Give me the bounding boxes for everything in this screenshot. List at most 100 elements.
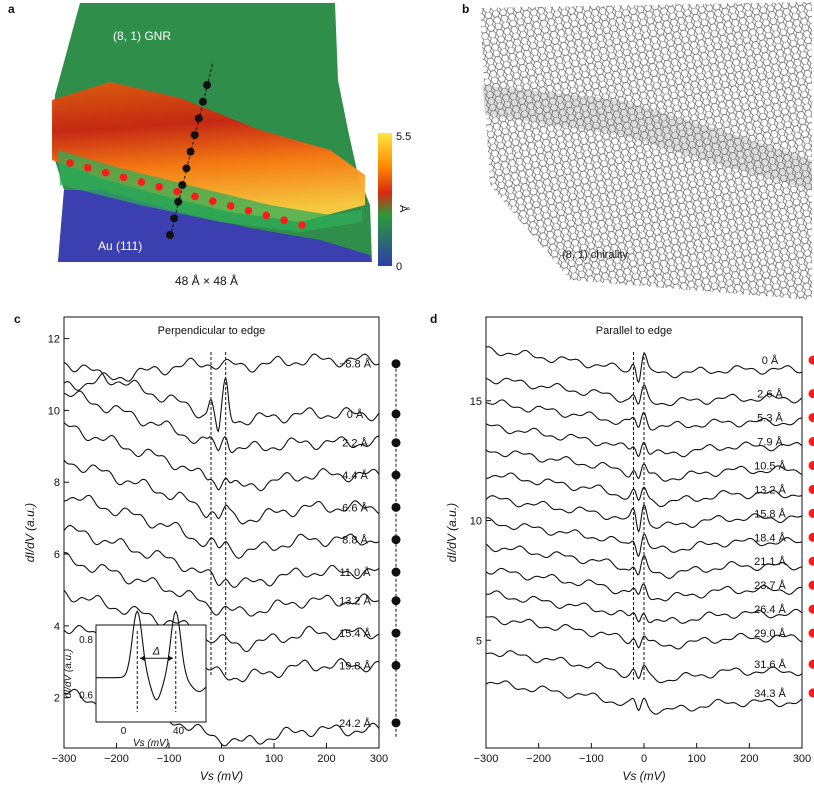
spectrum-label: 5.3 Å — [757, 412, 783, 425]
spectrum-line — [63, 589, 380, 653]
parallel-dot — [208, 197, 217, 205]
position-marker — [391, 502, 401, 512]
parallel-dot — [155, 183, 164, 191]
spectrum-line — [485, 495, 803, 534]
parallel-dot — [119, 173, 128, 182]
spectrum-series: 4.4 Å — [63, 422, 401, 492]
x-tick-label: −300 — [474, 753, 499, 765]
x-tick-label: 200 — [740, 753, 758, 765]
inset-frame — [95, 624, 207, 723]
spectrum-label: 15.4 Å — [339, 627, 371, 640]
chart-title: Perpendicular to edge — [158, 325, 266, 337]
parallel-dot — [137, 178, 146, 186]
spectrum-line — [63, 459, 380, 525]
y-tick-label: 2 — [54, 693, 60, 705]
spectrum-line — [485, 399, 803, 431]
spectrum-series: 6.6 Å — [63, 459, 401, 525]
spectrum-label: 24.2 Å — [339, 717, 371, 730]
spectrum-series: 31.6 Å — [486, 650, 814, 684]
spectrum-label: 31.6 Å — [754, 658, 786, 671]
spectrum-series: 34.3 Å — [485, 680, 814, 715]
position-marker — [808, 413, 814, 423]
spectrum-label: 29.0 Å — [754, 627, 786, 640]
spectrum-series: 0 Å — [63, 361, 401, 433]
parallel-dot — [262, 211, 271, 220]
spectrum-label: 7.9 Å — [757, 436, 783, 449]
x-tick-label: −200 — [526, 753, 551, 765]
inset-y-tick-label: 0.8 — [79, 635, 93, 646]
x-tick-label: 0 — [218, 753, 224, 765]
perpendicular-dot — [170, 214, 179, 223]
inset-x-tick-label: 40 — [173, 726, 185, 737]
parallel-dot — [173, 187, 181, 196]
perpendicular-dot — [182, 164, 191, 173]
colorbar-unit: Å — [397, 205, 410, 213]
spectrum-series: 23.7 Å — [485, 567, 814, 602]
position-marker — [391, 628, 401, 638]
spectrum-line — [485, 449, 803, 482]
ribbon-strip — [482, 85, 812, 190]
spectrum-series: −8.8 Å — [63, 353, 401, 391]
spectrum-label: 8.8 Å — [342, 534, 368, 547]
position-marker — [808, 556, 814, 566]
perpendicular-dot — [203, 81, 211, 89]
inset-x-label: Vs (mV) — [133, 738, 169, 749]
x-tick-label: 100 — [265, 753, 283, 765]
spectrum-label: 6.6 Å — [342, 501, 368, 514]
spectrum-line — [485, 680, 803, 715]
perpendicular-dots — [166, 81, 211, 239]
chart-title: Parallel to edge — [596, 325, 672, 337]
spectrum-label: 0 Å — [347, 408, 364, 421]
au-label: Au (111) — [98, 239, 142, 253]
spectrum-line — [63, 422, 380, 492]
inset-spectrum-line — [96, 610, 207, 701]
colorbar-min-label: 0 — [396, 261, 402, 273]
chart-perpendicular: −300 −200 −100 0 100 200 300 2 4 6 8 10 12 Perpendicu… — [23, 316, 401, 783]
spectrum-line — [485, 377, 803, 407]
perpendicular-dot — [166, 231, 174, 239]
position-marker — [808, 628, 814, 638]
parallel-dot — [84, 163, 92, 172]
spectrum-line — [63, 552, 380, 617]
perpendicular-dot — [198, 97, 207, 106]
spectrum-label: 13.2 Å — [754, 483, 786, 496]
spectrum-line — [485, 567, 803, 602]
y-tick-label: 10 — [48, 405, 60, 417]
spectrum-series: 10.5 Å — [485, 449, 814, 482]
spectrum-series: 29.0 Å — [485, 616, 814, 650]
inset-y-tick-label: 0.6 — [79, 690, 93, 701]
position-marker — [808, 659, 814, 669]
spectrum-series: 11.0 Å — [63, 524, 401, 588]
spectrum-line — [486, 650, 803, 684]
perpendicular-dot — [186, 147, 195, 156]
position-marker — [808, 484, 814, 494]
spectrum-line — [485, 346, 803, 384]
spectrum-series: 13.2 Å — [63, 552, 401, 617]
spectrum-label: 15.8 Å — [754, 507, 786, 520]
spectrum-series: 0 Å — [485, 346, 814, 384]
perpendicular-dot — [190, 131, 199, 139]
position-marker — [808, 580, 814, 590]
inset-x-tick-label: 0 — [121, 726, 127, 737]
gnr-ribbon — [52, 82, 365, 222]
colorbar-max-label: 5.5 — [396, 131, 411, 143]
spectrum-label: 19.8 Å — [339, 659, 371, 672]
spectrum-label: 2.2 Å — [342, 437, 368, 450]
panel-letter-a: a — [8, 2, 15, 16]
spectrum-line — [485, 423, 803, 458]
spectrum-line — [486, 472, 803, 508]
x-axis-label: Vs (mV) — [200, 769, 243, 783]
position-marker — [391, 567, 401, 577]
x-tick-label: −300 — [52, 753, 77, 765]
inset-delta-label: Δ — [152, 645, 160, 657]
spectrum-series: 26.4 Å — [485, 590, 814, 624]
spectrum-series: 7.9 Å — [485, 423, 814, 458]
x-tick-label: 100 — [687, 753, 705, 765]
spectrum-series: 5.3 Å — [485, 399, 814, 431]
spectrum-series: 2.6 Å — [485, 377, 814, 407]
y-tick-label: 4 — [54, 621, 60, 633]
perpendicular-dot — [194, 114, 203, 123]
x-tick-label: −100 — [157, 753, 182, 765]
position-marker — [808, 437, 814, 447]
spectrum-line — [63, 361, 380, 433]
